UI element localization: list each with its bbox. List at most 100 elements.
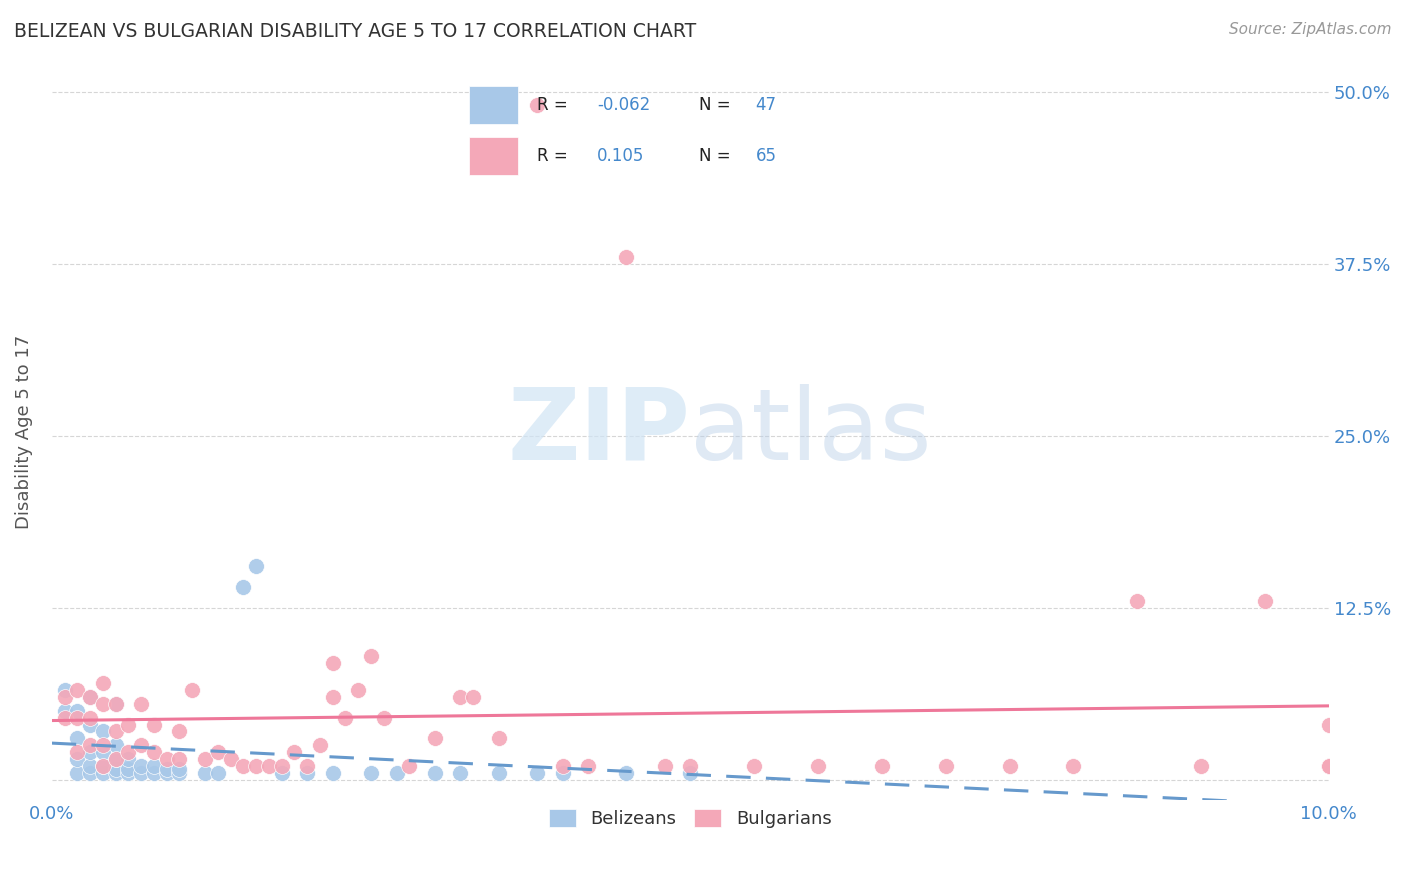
Point bbox=[616, 250, 638, 264]
Text: atlas: atlas bbox=[690, 384, 932, 481]
Point bbox=[117, 752, 139, 766]
Point bbox=[91, 724, 114, 739]
Text: BELIZEAN VS BULGARIAN DISABILITY AGE 5 TO 17 CORRELATION CHART: BELIZEAN VS BULGARIAN DISABILITY AGE 5 T… bbox=[14, 22, 696, 41]
Point bbox=[66, 745, 89, 759]
Point bbox=[463, 690, 485, 704]
Point bbox=[870, 759, 893, 773]
Text: ZIP: ZIP bbox=[508, 384, 690, 481]
Point bbox=[142, 765, 165, 780]
Point bbox=[1317, 759, 1340, 773]
Point bbox=[322, 690, 344, 704]
Point bbox=[742, 759, 765, 773]
Point bbox=[66, 704, 89, 718]
Point bbox=[129, 697, 152, 711]
Point bbox=[66, 711, 89, 725]
Point bbox=[142, 745, 165, 759]
Point bbox=[156, 762, 179, 776]
Point bbox=[66, 731, 89, 746]
Point bbox=[104, 697, 127, 711]
Point bbox=[423, 731, 446, 746]
Point bbox=[66, 752, 89, 766]
Point bbox=[309, 738, 332, 752]
Point bbox=[79, 738, 101, 752]
Point bbox=[91, 697, 114, 711]
Point bbox=[935, 759, 957, 773]
Point bbox=[245, 759, 267, 773]
Point bbox=[207, 745, 229, 759]
Text: Source: ZipAtlas.com: Source: ZipAtlas.com bbox=[1229, 22, 1392, 37]
Point bbox=[398, 759, 420, 773]
Point bbox=[117, 762, 139, 776]
Point bbox=[142, 717, 165, 731]
Point bbox=[53, 711, 76, 725]
Point bbox=[91, 759, 114, 773]
Point bbox=[194, 765, 217, 780]
Point bbox=[156, 765, 179, 780]
Point bbox=[335, 711, 357, 725]
Point bbox=[91, 765, 114, 780]
Point bbox=[104, 697, 127, 711]
Point bbox=[1254, 593, 1277, 607]
Point bbox=[117, 745, 139, 759]
Point bbox=[654, 759, 676, 773]
Point bbox=[79, 690, 101, 704]
Point bbox=[526, 98, 548, 112]
Point bbox=[66, 765, 89, 780]
Point bbox=[1062, 759, 1084, 773]
Point bbox=[91, 759, 114, 773]
Point bbox=[129, 738, 152, 752]
Point bbox=[169, 724, 191, 739]
Point bbox=[295, 765, 318, 780]
Point bbox=[79, 717, 101, 731]
Point bbox=[169, 765, 191, 780]
Point bbox=[1317, 717, 1340, 731]
Point bbox=[156, 752, 179, 766]
Point bbox=[117, 765, 139, 780]
Point bbox=[679, 765, 702, 780]
Point bbox=[270, 765, 292, 780]
Point bbox=[347, 683, 370, 698]
Point bbox=[66, 683, 89, 698]
Point bbox=[117, 717, 139, 731]
Point bbox=[270, 759, 292, 773]
Point bbox=[257, 759, 280, 773]
Legend: Belizeans, Bulgarians: Belizeans, Bulgarians bbox=[541, 802, 839, 836]
Point bbox=[91, 676, 114, 690]
Point bbox=[360, 648, 382, 663]
Point bbox=[360, 765, 382, 780]
Point bbox=[526, 765, 548, 780]
Point bbox=[169, 752, 191, 766]
Point bbox=[423, 765, 446, 780]
Point bbox=[53, 704, 76, 718]
Point bbox=[104, 724, 127, 739]
Point bbox=[104, 765, 127, 780]
Point bbox=[79, 690, 101, 704]
Point bbox=[807, 759, 830, 773]
Point bbox=[1189, 759, 1212, 773]
Point bbox=[79, 711, 101, 725]
Point bbox=[207, 765, 229, 780]
Point bbox=[245, 559, 267, 574]
Point bbox=[232, 580, 254, 594]
Point bbox=[79, 765, 101, 780]
Point bbox=[1317, 759, 1340, 773]
Point bbox=[322, 656, 344, 670]
Point bbox=[91, 738, 114, 752]
Point bbox=[1126, 593, 1149, 607]
Point bbox=[679, 759, 702, 773]
Point bbox=[283, 745, 305, 759]
Point bbox=[616, 765, 638, 780]
Point bbox=[104, 752, 127, 766]
Point bbox=[53, 690, 76, 704]
Point bbox=[373, 711, 395, 725]
Point bbox=[551, 765, 574, 780]
Point bbox=[169, 762, 191, 776]
Point bbox=[551, 759, 574, 773]
Point bbox=[91, 745, 114, 759]
Point bbox=[79, 745, 101, 759]
Point bbox=[79, 759, 101, 773]
Point bbox=[322, 765, 344, 780]
Point bbox=[104, 762, 127, 776]
Point bbox=[104, 752, 127, 766]
Point bbox=[219, 752, 242, 766]
